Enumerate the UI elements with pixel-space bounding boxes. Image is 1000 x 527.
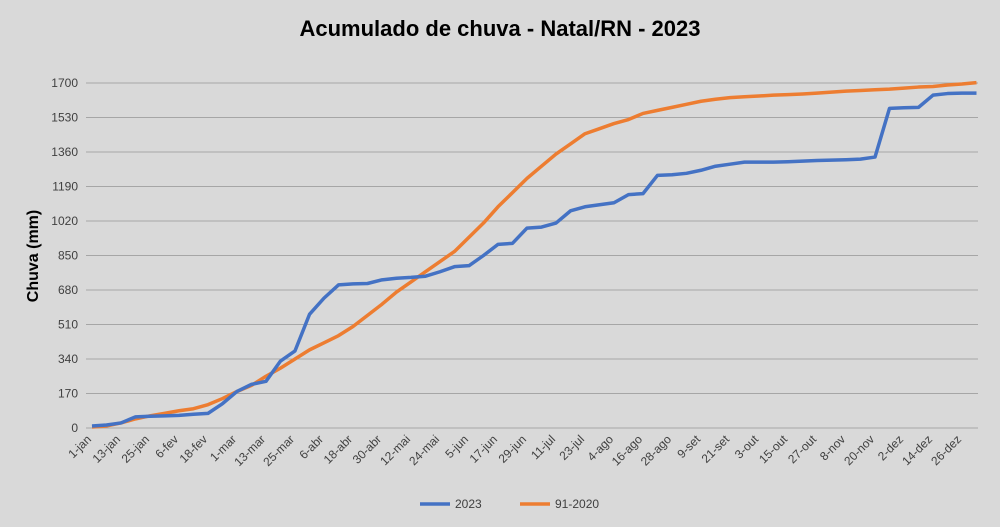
y-tick-label: 510 xyxy=(58,318,78,332)
legend-label: 91-2020 xyxy=(555,497,599,511)
x-tick-label: 13-jan xyxy=(90,432,123,465)
x-tick-label: 25-jan xyxy=(119,432,152,465)
data-line xyxy=(91,91,977,428)
chart-title: Acumulado de chuva - Natal/RN - 2023 xyxy=(300,16,701,41)
x-tick-label: 13-mar xyxy=(231,432,268,469)
x-tick-label: 11-jul xyxy=(528,432,558,462)
y-tick-label: 850 xyxy=(58,249,78,263)
y-tick-label: 170 xyxy=(58,387,78,401)
x-tick-label: 16-ago xyxy=(609,432,646,469)
x-tick-label: 12-mai xyxy=(377,432,413,468)
x-tick-label: 25-mar xyxy=(260,432,297,469)
x-tick-label: 30-abr xyxy=(350,432,384,466)
x-tick-label: 23-jul xyxy=(556,432,587,463)
x-tick-label: 27-out xyxy=(785,432,819,466)
y-axis-label: Chuva (mm) xyxy=(25,210,42,302)
y-tick-label: 1530 xyxy=(51,111,78,125)
x-tick-label: 14-dez xyxy=(899,432,935,468)
x-tick-label: 24-mai xyxy=(406,432,442,468)
x-tick-label: 17-jun xyxy=(467,432,500,465)
x-tick-label: 21-set xyxy=(699,432,733,466)
y-tick-label: 0 xyxy=(71,421,78,435)
x-tick-label: 26-dez xyxy=(928,432,964,468)
data-line xyxy=(91,80,977,429)
y-tick-label: 340 xyxy=(58,352,78,366)
y-tick-label: 1700 xyxy=(51,76,78,90)
y-tick-label: 1360 xyxy=(51,145,78,159)
y-tick-label: 1020 xyxy=(51,214,78,228)
x-tick-label: 18-abr xyxy=(321,432,355,466)
y-tick-label: 1190 xyxy=(52,180,78,194)
legend-label: 2023 xyxy=(455,497,482,511)
x-tick-label: 29-jun xyxy=(496,432,529,465)
x-tick-label: 15-out xyxy=(756,432,790,466)
x-tick-label: 28-ago xyxy=(638,432,675,469)
x-tick-label: 20-nov xyxy=(841,432,877,468)
x-tick-label: 18-fev xyxy=(177,432,210,465)
y-tick-label: 680 xyxy=(58,283,78,297)
